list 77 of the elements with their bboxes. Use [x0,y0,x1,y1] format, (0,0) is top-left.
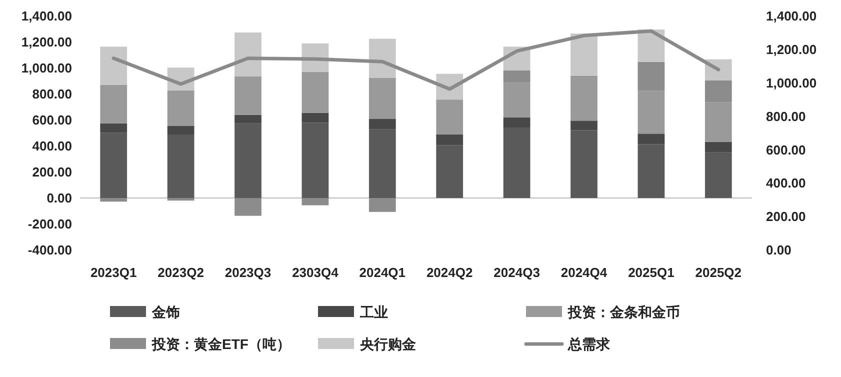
bar [368,78,396,119]
y2-tick-label: 800.00 [766,108,806,124]
bar [570,34,598,76]
legend-label: 央行购金 [359,336,417,352]
bar [302,112,329,123]
bar [704,152,732,198]
y-tick-label: -400.00 [28,242,72,258]
legend-label: 金饰 [151,304,180,320]
y2-tick-label: 400.00 [766,176,806,191]
y2-tick-label: 0.00 [766,242,792,258]
x-tick-label: 2025Q1 [628,265,674,280]
bar [704,142,732,152]
bar [638,90,665,134]
x-tick-label: 2023Q3 [224,265,272,280]
line-series [112,29,720,91]
bar [167,126,194,135]
bar [100,84,128,124]
y-tick-label: 1,200.00 [21,34,72,50]
bar [302,122,329,198]
bar [638,62,665,91]
y-tick-label: 400.00 [32,138,72,154]
bar [100,132,128,198]
bar [234,123,262,198]
y-tick-label: 1,000.00 [21,60,72,76]
y2-tick-label: 1,400.00 [766,8,817,24]
bar [436,134,464,146]
bar [704,80,732,102]
x-tick-label: 2303Q4 [292,265,340,280]
y2-tick-label: 600.00 [766,142,806,158]
bar [570,120,598,130]
bar [503,117,530,128]
y2-tick-label: 1,200.00 [766,42,817,57]
x-tick-label: 2024Q4 [560,265,608,280]
bar [100,123,128,133]
bar [234,114,262,124]
bar [570,130,598,198]
legend-label: 投资：黄金ETF（吨） [151,336,290,352]
y-tick-label: 800.00 [32,86,72,102]
legend-label: 工业 [359,304,388,320]
bar [503,128,530,198]
bar [638,144,665,198]
legend-label: 投资：金条和金币 [567,304,680,320]
bar [234,198,262,216]
bar [503,70,530,82]
bar [100,198,128,202]
y-tick-label: 200.00 [32,164,72,180]
x-tick-label: 2023Q2 [158,265,204,280]
bar [167,198,194,201]
bar [167,90,194,126]
bar [436,100,464,134]
x-tick-label: 2024Q2 [426,265,473,280]
bar [368,38,396,78]
x-tick-label: 2023Q1 [90,265,137,280]
y2-tick-label: 1,000.00 [766,75,817,90]
x-tick-label: 2024Q3 [494,265,540,280]
bar [570,77,598,121]
y-tick-label: 1,400.00 [21,8,72,24]
x-tick-label: 2025Q2 [695,265,742,280]
x-tick-label: 2024Q1 [359,265,406,280]
bar [638,134,665,144]
bar [368,129,396,198]
y2-tick-label: 200.00 [766,209,806,224]
y-tick-label: 0.00 [46,190,72,206]
bar [302,198,329,206]
bar [167,134,194,198]
y-tick-label: -200.00 [28,216,72,232]
legend-label: 总需求 [567,336,611,352]
bar [302,72,329,113]
bar [368,118,396,130]
bar [234,32,262,76]
bar [436,145,464,198]
y-tick-label: 600.00 [32,112,72,128]
bar [704,102,732,142]
bar [368,198,396,212]
bar [234,76,262,115]
bar [503,82,530,118]
bar [100,46,128,85]
